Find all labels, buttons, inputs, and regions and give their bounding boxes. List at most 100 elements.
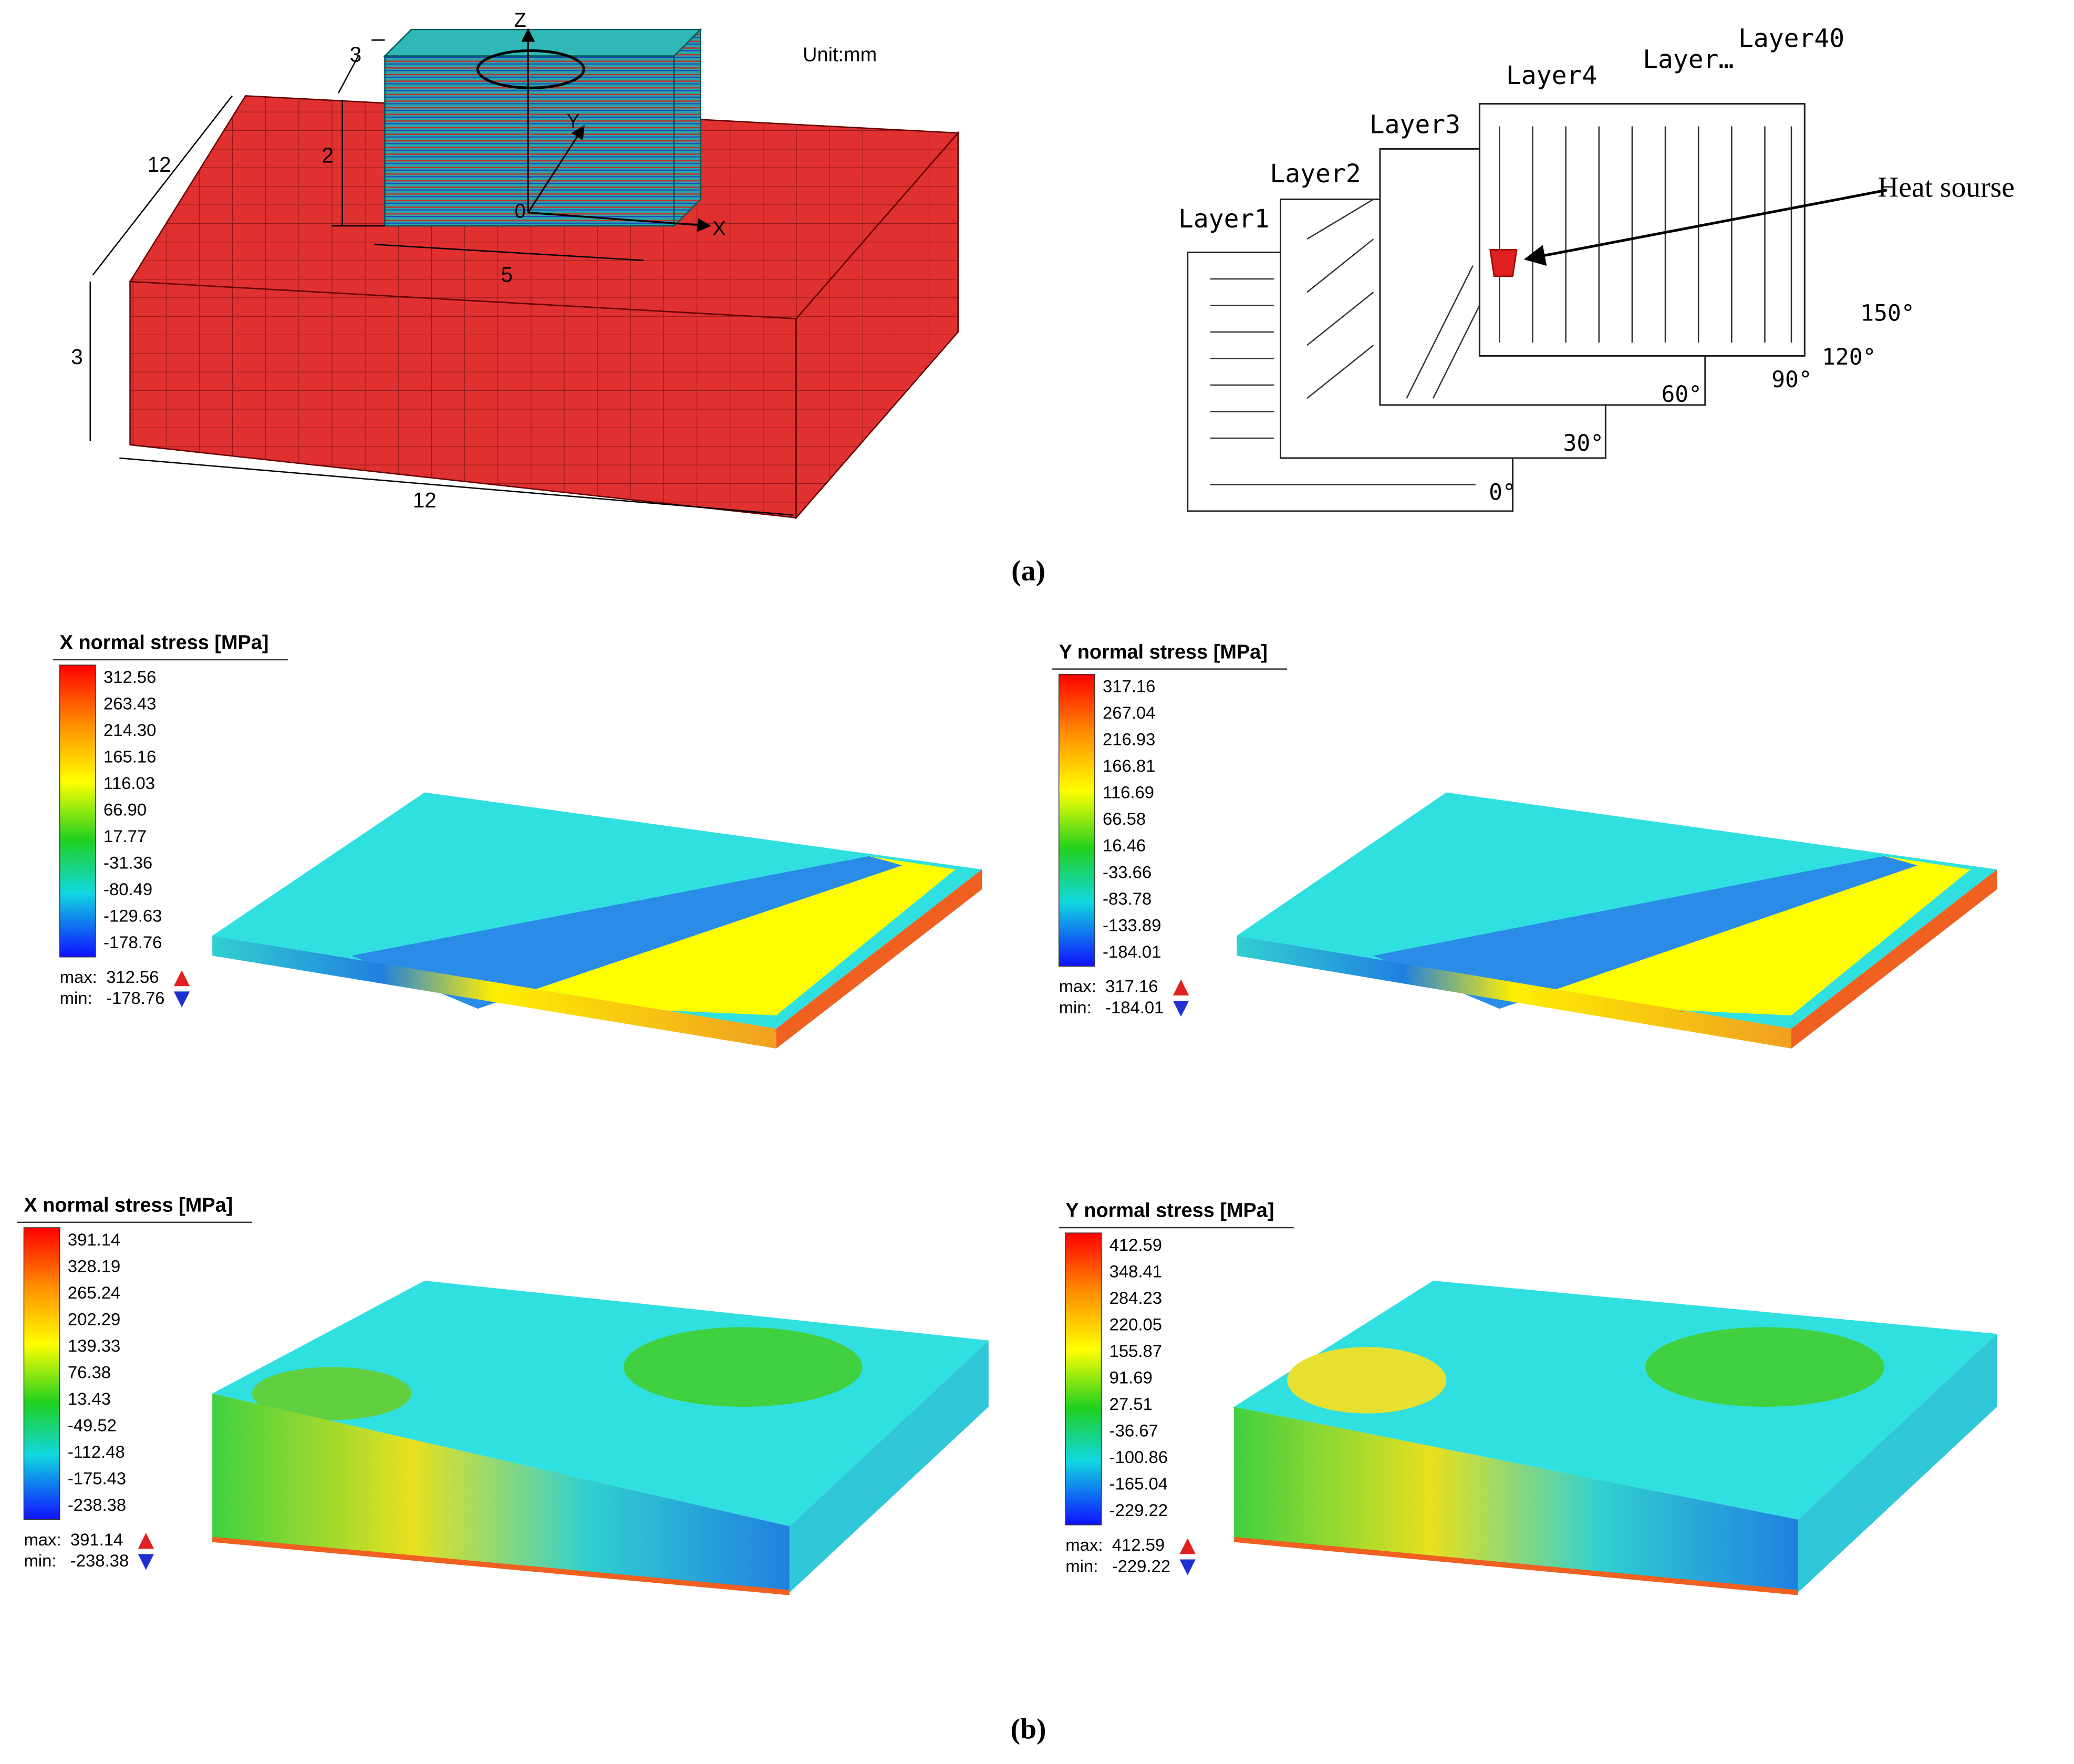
plot-1-shape (212, 792, 982, 1049)
min-value: -178.76 (106, 988, 164, 1008)
layer-label: Layer4 (1506, 61, 1597, 90)
legend-tick-label: 116.69 (1103, 783, 1154, 802)
dimension-lines (89, 39, 794, 516)
max-marker (138, 1532, 154, 1549)
legend-tick-label: -80.49 (103, 879, 152, 899)
legend-tick-label: -112.48 (68, 1442, 125, 1461)
heat-source-icon (1489, 249, 1518, 277)
colorbar (23, 1227, 60, 1520)
legend-tick-label: -83.78 (1103, 889, 1152, 908)
plot-title: Y normal stress [MPa] (1059, 641, 1268, 663)
legend-tick-label: 27.51 (1109, 1394, 1153, 1414)
angle-label: 30° (1563, 430, 1604, 456)
min-value: -229.22 (1112, 1556, 1170, 1575)
legend-tick-label: 348.41 (1109, 1262, 1162, 1281)
plot-3-shape (212, 1281, 989, 1595)
legend-tick-label: 265.24 (68, 1283, 120, 1302)
legend-tick-label: -175.43 (68, 1469, 126, 1488)
min-marker (1179, 1559, 1196, 1575)
legend-tick-label: 91.69 (1109, 1368, 1153, 1387)
legend-tick-label: 66.90 (103, 800, 147, 819)
legend-tick-label: 312.56 (103, 667, 156, 687)
legend-tick-label: -238.38 (68, 1495, 126, 1514)
drawings (89, 28, 1997, 1595)
min-label: min: (1065, 1556, 1098, 1575)
legend-tick-label: 317.16 (1103, 677, 1155, 696)
dimension-label: 3 (350, 42, 361, 66)
legend-tick-label: -31.36 (103, 853, 152, 873)
legend-tick-label: -36.67 (1109, 1421, 1158, 1440)
legend-tick-label: 412.59 (1109, 1235, 1162, 1254)
scan-paths (1210, 126, 1888, 485)
legend-tick-label: 76.38 (68, 1363, 111, 1382)
legend-tick-label: -178.76 (103, 932, 162, 952)
axis-label: X (712, 218, 725, 240)
min-value: -184.01 (1105, 998, 1164, 1017)
legend-tick-label: 16.46 (1103, 836, 1146, 855)
angle-label: 0° (1489, 480, 1516, 506)
min-marker (1173, 1001, 1189, 1017)
layer-label: Layer… (1643, 45, 1734, 75)
legend-tick-label: -49.52 (68, 1416, 117, 1435)
legend-tick-label: 391.14 (68, 1230, 120, 1249)
colorbar (1058, 673, 1095, 967)
legend-tick-label: 263.43 (103, 693, 156, 713)
min-marker (173, 991, 190, 1008)
deposit-front (384, 55, 675, 227)
min-marker (138, 1554, 154, 1570)
substrate-front (129, 281, 797, 519)
legend-tick-label: 166.81 (1103, 756, 1155, 775)
legend-tick-label: 220.05 (1109, 1315, 1162, 1334)
max-marker (1173, 979, 1189, 995)
legend-tick-label: 202.29 (68, 1309, 120, 1329)
max-value: 412.59 (1112, 1535, 1165, 1554)
legend-tick-label: 214.30 (103, 720, 156, 740)
min-label: min: (60, 988, 92, 1008)
axis-label: Z (514, 9, 526, 32)
plot-title: X normal stress [MPa] (60, 632, 269, 654)
dimension-label: 2 (322, 143, 334, 167)
legend-tick-label: -100.86 (1109, 1447, 1168, 1467)
angle-label: 90° (1771, 367, 1812, 393)
dimension-label: 3 (71, 345, 82, 369)
colorbar (1065, 1232, 1102, 1526)
legend-tick-label: -184.01 (1103, 942, 1161, 961)
legend-tick-label: -33.66 (1103, 862, 1152, 881)
angle-label: 120° (1822, 344, 1876, 370)
legend-tick-label: 13.43 (68, 1389, 111, 1408)
max-value: 317.16 (1105, 976, 1158, 995)
max-marker (173, 970, 190, 987)
legend-tick-label: 328.19 (68, 1256, 120, 1275)
angle-label: 150° (1860, 300, 1914, 327)
layer-label: Layer1 (1178, 204, 1269, 234)
substrate-side (795, 131, 959, 520)
deposit-side (673, 28, 701, 227)
plot-title: X normal stress [MPa] (24, 1195, 233, 1217)
layer-label: Layer40 (1738, 24, 1844, 53)
legend-tick-label: -229.22 (1109, 1500, 1168, 1520)
unit-label: Unit:mm (803, 44, 877, 66)
angle-label: 60° (1661, 381, 1702, 408)
max-marker (1179, 1538, 1196, 1554)
legend-tick-label: 116.03 (103, 773, 155, 793)
min-label: min: (24, 1551, 56, 1570)
max-value: 312.56 (106, 967, 159, 987)
legend-tick-label: -133.89 (1103, 915, 1161, 935)
min-value: -238.38 (70, 1551, 129, 1570)
caption: (a) (1011, 554, 1045, 587)
colorbar (59, 665, 96, 958)
max-value: 391.14 (70, 1530, 123, 1549)
legend-tick-label: 139.33 (68, 1336, 120, 1355)
legend-tick-label: -129.63 (103, 906, 162, 926)
dimension-label: 5 (501, 263, 513, 287)
legend-tick-label: 17.77 (103, 826, 147, 846)
heat-source-label: Heat sourse (1878, 171, 2015, 203)
max-label: max: (1065, 1535, 1103, 1554)
max-label: max: (24, 1530, 61, 1549)
layer-label: Layer2 (1270, 159, 1361, 189)
caption: (b) (1011, 1713, 1046, 1746)
max-label: max: (1059, 976, 1096, 995)
dimension-label: 12 (413, 488, 437, 512)
